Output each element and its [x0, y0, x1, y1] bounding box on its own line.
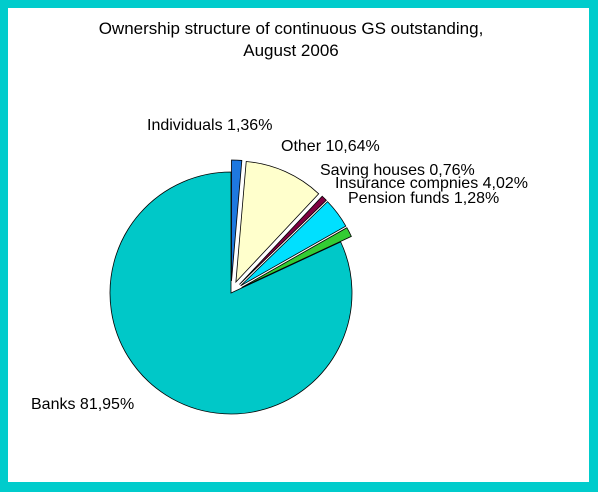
slice-label-other: Other 10,64%: [281, 138, 380, 155]
slice-label-individuals: Individuals 1,36%: [147, 117, 272, 134]
pie-slice-banks: [109, 171, 353, 415]
slice-label-saving-houses: Saving houses 0,76%: [320, 162, 475, 179]
pie-slice-saving-houses: [239, 195, 327, 285]
chart-title-line-2: August 2006: [243, 41, 338, 60]
chart-panel: Ownership structure of continuous GS out…: [8, 8, 589, 482]
slice-label-pension-funds: Pension funds 1,28%: [348, 190, 499, 207]
slice-label-insurance: Insurance compnies 4,02%: [335, 175, 528, 192]
pie-slice-pension-funds: [241, 227, 352, 288]
pie-chart: Ownership structure of continuous GS out…: [31, 19, 528, 415]
pie-slice-individuals: [231, 159, 243, 282]
chart-title-line-1: Ownership structure of continuous GS out…: [99, 19, 484, 38]
pie-slice-insurance-compnies: [240, 201, 347, 287]
slice-label-banks: Banks 81,95%: [31, 396, 134, 413]
pie-slice-other: [235, 161, 320, 284]
pie-slices: [109, 159, 353, 415]
